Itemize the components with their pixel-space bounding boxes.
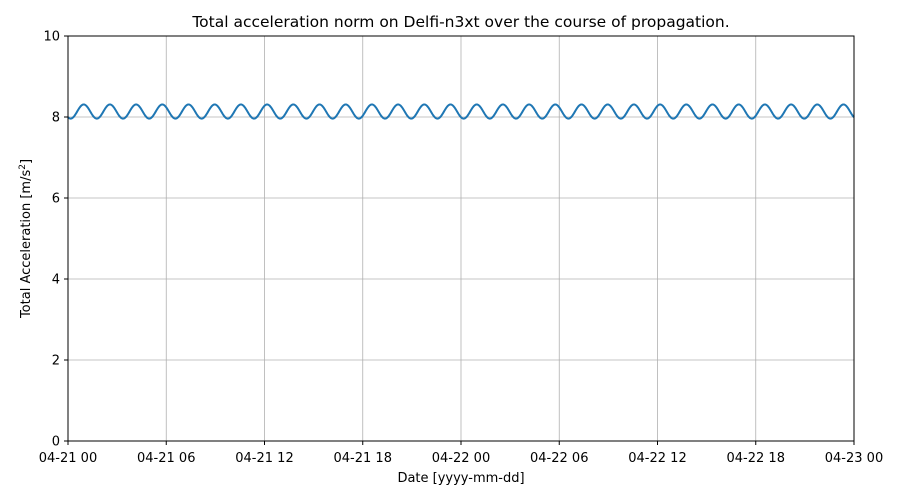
y-axis-label-main: Total Acceleration [m/s <box>19 170 34 320</box>
y-tick-label: 8 <box>52 111 60 126</box>
y-tick-label: 10 <box>43 30 60 45</box>
y-tick-label: 6 <box>52 192 60 207</box>
series-layer <box>67 103 855 120</box>
y-tick-label: 2 <box>52 354 60 369</box>
x-tick-label: 04-21 18 <box>334 451 392 466</box>
ticks: 04-21 00 04-21 06 04-21 12 04-21 18 04-22 00… <box>39 30 883 467</box>
x-axis-label: Date [yyyy-mm-dd] <box>397 471 524 486</box>
y-axis-label-superscript: 2 <box>18 164 28 170</box>
chart-title: Total acceleration norm on Delfi-n3xt ov… <box>191 13 729 31</box>
series-line <box>67 103 855 120</box>
x-tick-label: 04-22 12 <box>628 451 686 466</box>
y-tick-label: 0 <box>52 435 60 450</box>
x-tick-label: 04-22 18 <box>727 451 785 466</box>
grid <box>67 35 855 442</box>
y-axis-label-end: ] <box>19 159 34 164</box>
x-tick-label: 04-23 00 <box>825 451 883 466</box>
x-tick-label: 04-21 00 <box>39 451 97 466</box>
x-tick-label: 04-22 00 <box>432 451 490 466</box>
x-tick-label: 04-21 12 <box>235 451 293 466</box>
y-tick-label: 4 <box>52 273 60 288</box>
x-tick-label: 04-22 06 <box>530 451 588 466</box>
y-axis-label: Total Acceleration [m/s2] <box>18 159 34 319</box>
x-tick-label: 04-21 06 <box>137 451 195 466</box>
